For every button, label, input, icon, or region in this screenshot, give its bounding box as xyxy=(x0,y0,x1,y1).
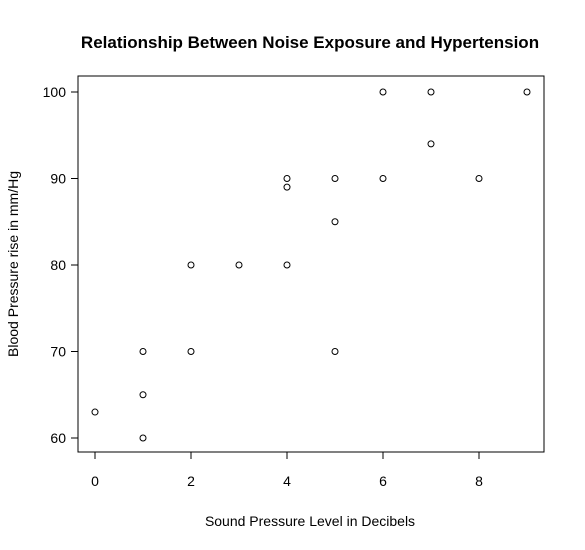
data-point xyxy=(427,88,435,96)
y-axis-label: Blood Pressure rise in mm/Hg xyxy=(5,171,21,357)
data-point xyxy=(187,348,195,355)
data-point xyxy=(331,175,339,182)
y-tick-label: 100 xyxy=(43,84,67,100)
data-point xyxy=(331,218,339,226)
data-point xyxy=(91,408,99,416)
data-point xyxy=(379,88,387,96)
y-tick-label: 90 xyxy=(50,171,66,187)
y-tick-label: 60 xyxy=(50,430,66,446)
data-point xyxy=(235,261,243,269)
data-point xyxy=(427,140,435,148)
data-point xyxy=(139,434,147,442)
data-point xyxy=(139,391,147,399)
x-tick-label: 8 xyxy=(475,473,483,489)
x-axis: 0 2 4 6 8 xyxy=(91,452,483,489)
chart-title: Relationship Between Noise Exposure and … xyxy=(81,33,539,52)
data-point xyxy=(283,175,291,182)
data-point xyxy=(187,261,195,269)
y-tick-label: 80 xyxy=(50,257,66,273)
x-tick-label: 6 xyxy=(379,473,387,489)
data-point xyxy=(523,88,531,96)
x-axis-label: Sound Pressure Level in Decibels xyxy=(205,513,415,529)
plot-frame xyxy=(77,75,545,453)
data-points xyxy=(91,88,531,442)
data-point xyxy=(379,175,387,182)
x-tick-label: 0 xyxy=(91,473,99,489)
data-point xyxy=(283,261,291,269)
data-point xyxy=(283,183,291,191)
x-tick-label: 2 xyxy=(187,473,195,489)
data-point xyxy=(475,175,483,182)
y-tick-label: 70 xyxy=(50,344,66,360)
y-axis: 60 70 80 90 100 xyxy=(43,84,78,446)
data-point xyxy=(139,348,147,355)
data-point xyxy=(331,348,339,355)
x-tick-label: 4 xyxy=(283,473,291,489)
